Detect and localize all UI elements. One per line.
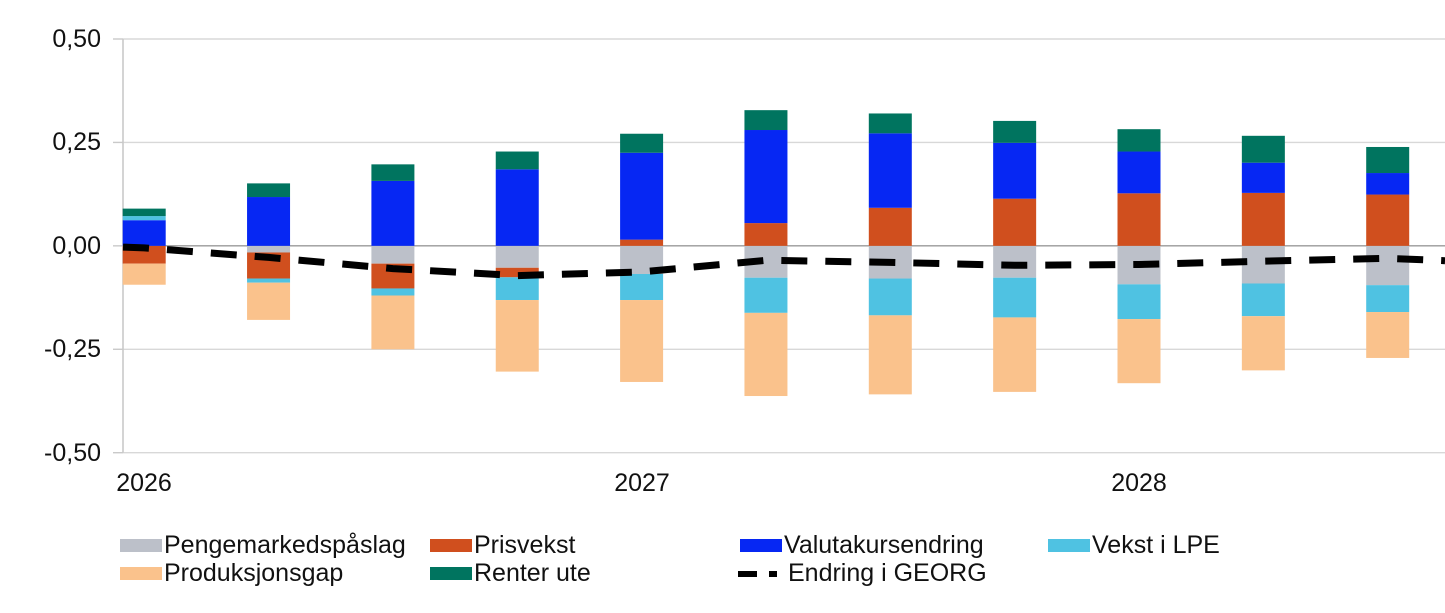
- legend-item-pengemarkedspaslag: Pengemarkedspåslag: [120, 532, 406, 558]
- bar-segment-produksjonsgap: [868, 315, 912, 395]
- bar-segment-vekst-i-lpe: [1117, 284, 1161, 320]
- bar-segment-prisvekst: [868, 207, 912, 246]
- legend-swatch-prisvekst: [430, 538, 472, 552]
- bar-segment-renter-ute: [868, 113, 912, 134]
- bar-segment-vekst-i-lpe: [371, 288, 415, 296]
- legend-label: Produksjonsgap: [164, 559, 344, 587]
- bar-segment-produksjonsgap: [495, 300, 539, 372]
- bar-segment-pengemarkedsp-slag: [1366, 245, 1410, 286]
- bar-segment-vekst-i-lpe: [868, 278, 912, 316]
- bar-segment-renter-ute: [247, 183, 291, 198]
- bar-segment-pengemarkedsp-slag: [1241, 245, 1285, 284]
- legend-item-prisvekst: Prisvekst: [430, 532, 575, 558]
- bar-segment-vekst-i-lpe: [247, 278, 291, 283]
- bar-segment-pengemarkedsp-slag: [371, 245, 415, 264]
- bar-segment-valutakursendring: [1117, 151, 1161, 194]
- bar-segment-pengemarkedsp-slag: [993, 245, 1037, 278]
- bar-segment-vekst-i-lpe: [1241, 283, 1285, 317]
- legend-label: Renter ute: [474, 559, 591, 587]
- bar-segment-produksjonsgap: [744, 312, 788, 397]
- bar-segment-vekst-i-lpe: [993, 277, 1037, 318]
- bar-segment-valutakursendring: [122, 220, 166, 246]
- x-tick-label-2027: 2027: [614, 469, 670, 497]
- bar-segment-valutakursendring: [993, 142, 1037, 199]
- bar-segment-valutakursendring: [868, 133, 912, 208]
- bar-segment-prisvekst: [495, 267, 539, 278]
- bar-segment-produksjonsgap: [122, 263, 166, 285]
- bar-segment-vekst-i-lpe: [122, 216, 166, 221]
- legend-swatch-vekst-i-lpe: [1048, 538, 1090, 552]
- bar-segment-renter-ute: [1117, 129, 1161, 152]
- bar-segment-renter-ute: [122, 208, 166, 217]
- line-endring-i-georg: [122, 243, 1445, 280]
- bar-segment-pengemarkedsp-slag: [247, 245, 291, 253]
- bar-segment-prisvekst: [744, 223, 788, 246]
- bar-segment-renter-ute: [371, 164, 415, 181]
- y-tick-label: -0,50: [44, 439, 101, 467]
- bar-segment-prisvekst: [620, 239, 664, 246]
- bar-segment-produksjonsgap: [993, 317, 1037, 392]
- x-tick-label-2026: 2026: [116, 469, 172, 497]
- bar-segment-valutakursendring: [620, 152, 664, 240]
- legend-swatch-valutakursendring: [740, 538, 782, 552]
- legend-label: Vekst i LPE: [1092, 531, 1220, 559]
- legend-label: Prisvekst: [474, 531, 576, 559]
- legend-item-valutakursendring: Valutakursendring: [740, 532, 984, 558]
- legend-item-endring-i-georg: Endring i GEORG: [738, 560, 987, 586]
- bar-segment-renter-ute: [744, 110, 788, 131]
- y-tick-label: 0,00: [52, 232, 101, 260]
- bar-segment-vekst-i-lpe: [620, 273, 664, 301]
- bar-segment-vekst-i-lpe: [1366, 285, 1410, 313]
- bar-segment-renter-ute: [620, 133, 664, 153]
- legend-label: Pengemarkedspåslag: [164, 531, 406, 559]
- legend-label: Valutakursendring: [784, 531, 984, 559]
- bar-segment-valutakursendring: [744, 130, 788, 224]
- bar-segment-valutakursendring: [371, 180, 415, 246]
- bar-segment-valutakursendring: [247, 197, 291, 246]
- bar-segment-valutakursendring: [1241, 162, 1285, 193]
- bar-segment-produksjonsgap: [1241, 316, 1285, 371]
- legend-swatch-pengemarkedspaslag: [120, 538, 162, 552]
- bar-segment-produksjonsgap: [620, 300, 664, 382]
- bar-segment-valutakursendring: [495, 169, 539, 246]
- bar-segment-pengemarkedsp-slag: [495, 245, 539, 268]
- bar-segment-valutakursendring: [1366, 173, 1410, 195]
- legend-swatch-renter-ute: [430, 566, 472, 580]
- bar-segment-renter-ute: [993, 120, 1037, 143]
- bar-segment-produksjonsgap: [371, 295, 415, 350]
- bar-segment-renter-ute: [495, 151, 539, 170]
- legend-label: Endring i GEORG: [788, 559, 987, 587]
- bar-segment-produksjonsgap: [1366, 312, 1410, 358]
- bar-segment-renter-ute: [1241, 135, 1285, 163]
- bar-segment-vekst-i-lpe: [744, 277, 788, 313]
- legend-swatch-dashed-line: [738, 570, 786, 577]
- y-tick-label: 0,50: [52, 25, 101, 53]
- bar-segment-prisvekst: [1366, 194, 1410, 246]
- bar-segment-prisvekst: [993, 198, 1037, 246]
- bar-segment-prisvekst: [1241, 192, 1285, 246]
- bar-segment-renter-ute: [1366, 146, 1410, 174]
- bar-segment-prisvekst: [1117, 193, 1161, 246]
- legend-item-renter-ute: Renter ute: [430, 560, 591, 586]
- y-tick-label: -0,25: [44, 335, 101, 363]
- legend-item-produksjonsgap: Produksjonsgap: [120, 560, 343, 586]
- bar-segment-produksjonsgap: [1117, 319, 1161, 384]
- bar-segment-vekst-i-lpe: [495, 277, 539, 301]
- y-tick-label: 0,25: [52, 128, 101, 156]
- legend-item-vekst-i-lpe: Vekst i LPE: [1048, 532, 1220, 558]
- legend-swatch-produksjonsgap: [120, 566, 162, 580]
- x-tick-label-2028: 2028: [1111, 469, 1167, 497]
- bar-segment-produksjonsgap: [247, 282, 291, 320]
